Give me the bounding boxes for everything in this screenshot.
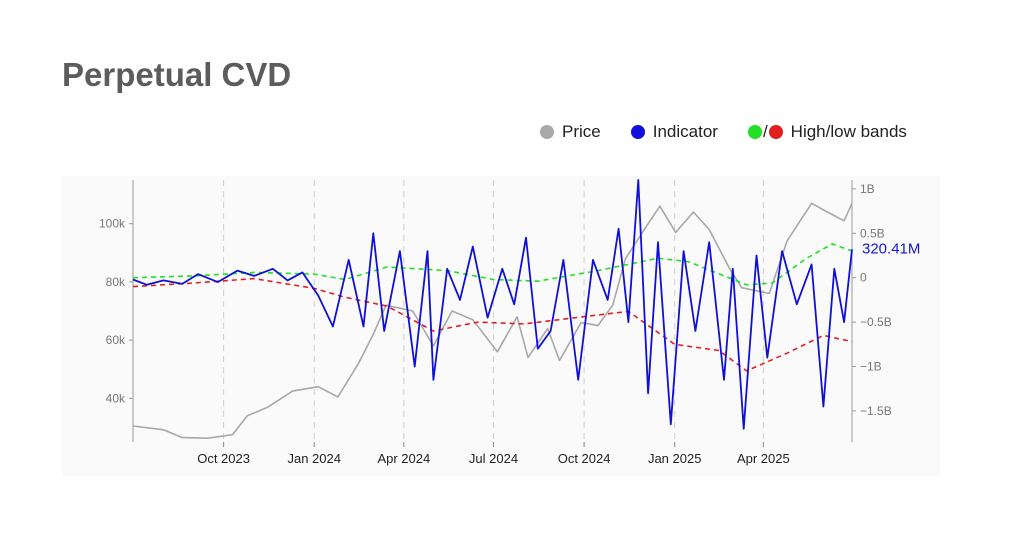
y-left-tick-label: 80k [106, 275, 126, 289]
indicator-last-value-label: 320.41M [862, 240, 920, 257]
y-right-tick-label: 0 [860, 271, 867, 285]
y-left-tick-label: 60k [106, 333, 126, 347]
legend-dot-indicator-icon [630, 125, 645, 139]
legend-label-bands: High/low bands [790, 122, 907, 141]
y-right-tick-label: 0.5B [860, 226, 885, 240]
legend-item-bands[interactable]: / High/low bands [747, 122, 907, 142]
legend-slash: / [762, 122, 768, 141]
legend-dot-high-band-icon [747, 125, 762, 139]
y-right-tick-label: −0.5B [860, 315, 892, 329]
legend-label-price: Price [562, 122, 601, 141]
x-tick-label: Jul 2024 [469, 451, 518, 466]
x-tick-label: Oct 2024 [558, 451, 611, 466]
y-left-tick-label: 40k [106, 391, 126, 405]
x-tick-label: Apr 2024 [377, 451, 430, 466]
y-left-tick-label: 100k [99, 217, 126, 231]
y-right-tick-label: −1.5B [860, 404, 892, 418]
legend-label-indicator: Indicator [652, 122, 718, 141]
price-line [132, 202, 853, 439]
legend-item-indicator[interactable]: Indicator [630, 122, 718, 142]
chart-svg[interactable]: Oct 2023 Jan 2024 Apr 2024 Jul 2024 Oct 2024… [62, 176, 940, 476]
x-tick-label: Jan 2024 [287, 451, 341, 466]
x-tick-label: Jan 2025 [648, 451, 702, 466]
chart-panel: Oct 2023 Jan 2024 Apr 2024 Jul 2024 Oct 2024… [62, 176, 940, 476]
legend-dot-low-band-icon [768, 125, 783, 139]
y-right-tick-label: −1B [860, 360, 882, 374]
y-right-tick-label: 1B [860, 182, 875, 196]
x-tick-label: Oct 2023 [197, 451, 250, 466]
chart-legend: Price Indicator / High/low bands [540, 122, 907, 142]
indicator-line [132, 179, 853, 430]
low-band-line [132, 277, 853, 372]
legend-item-price[interactable]: Price [540, 122, 601, 142]
high-band-line [132, 243, 853, 286]
legend-dot-price-icon [540, 125, 554, 139]
page-title: Perpetual CVD [62, 56, 292, 93]
x-tick-label: Apr 2025 [737, 451, 790, 466]
